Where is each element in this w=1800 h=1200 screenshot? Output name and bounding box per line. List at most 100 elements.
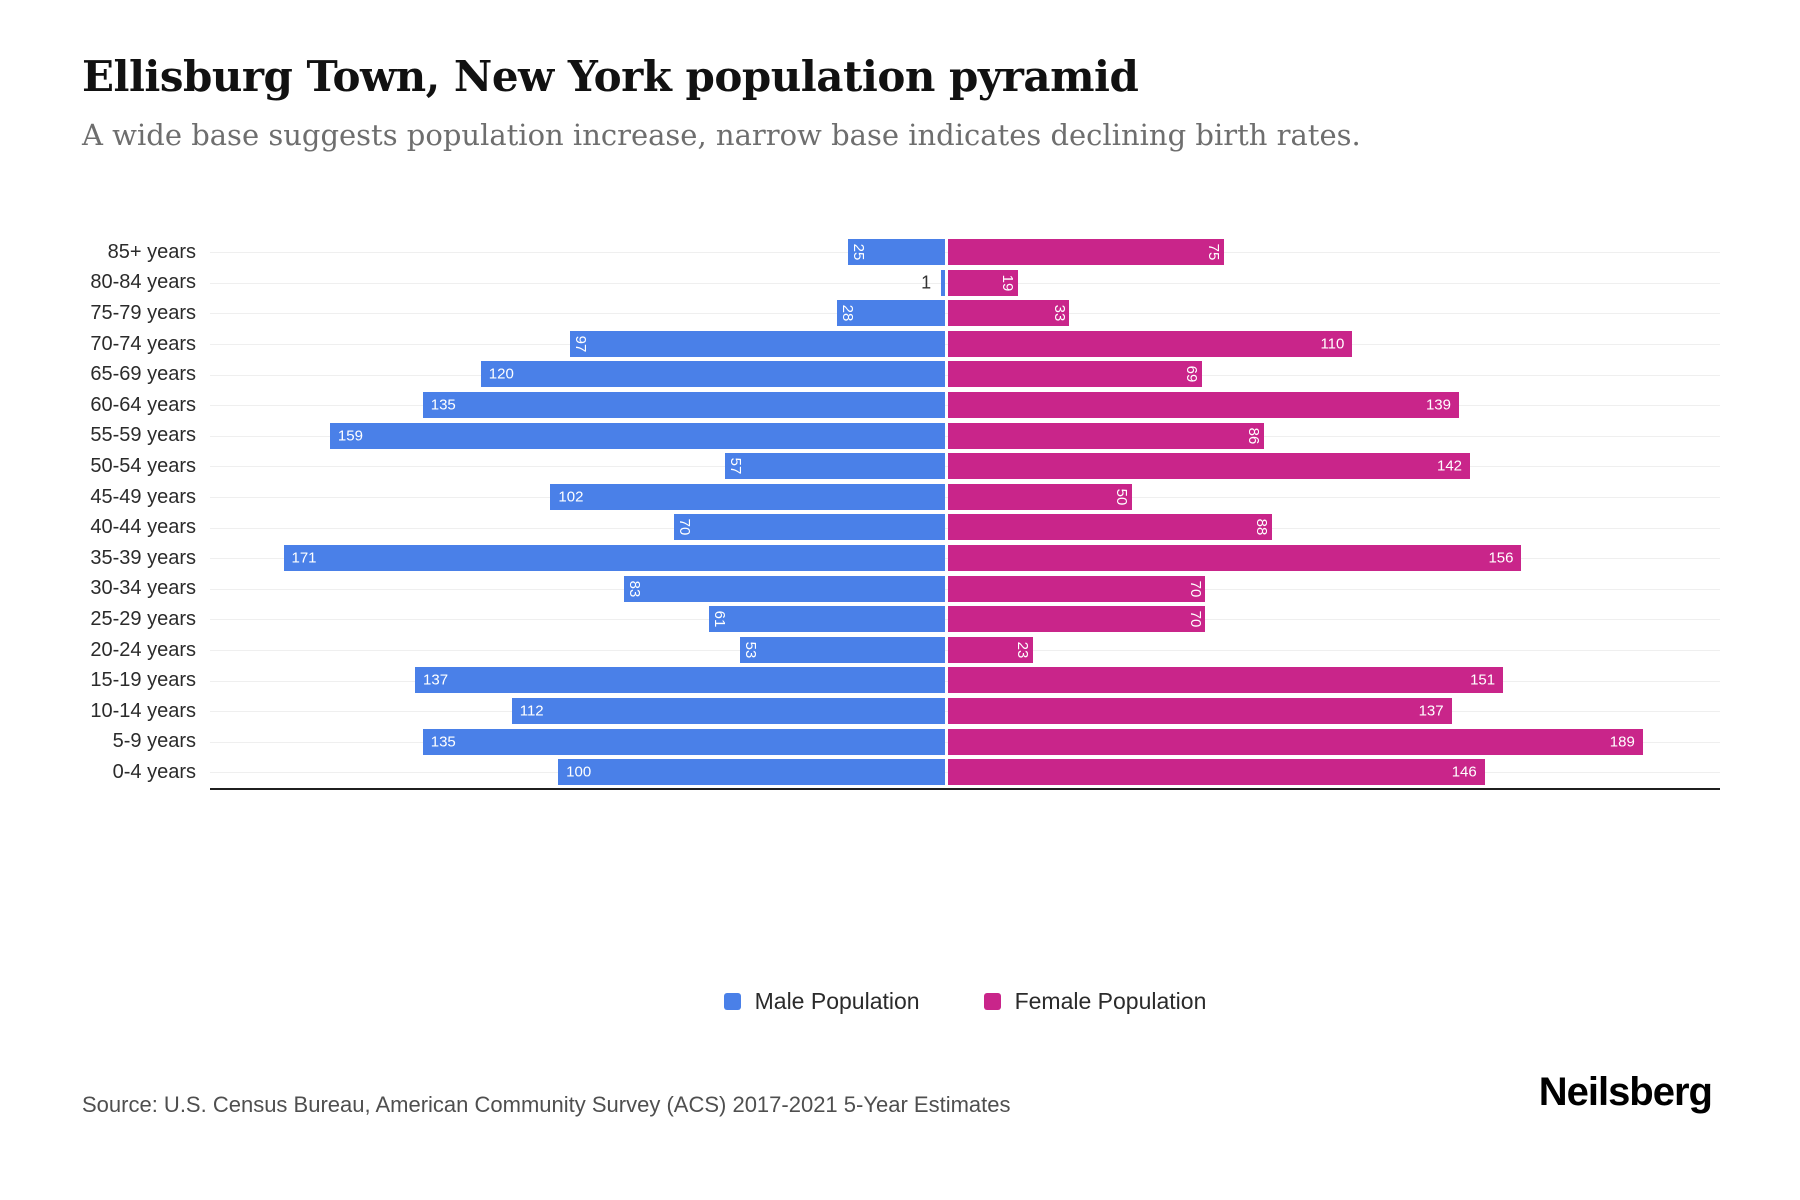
row-track: 112 137 bbox=[210, 696, 1720, 727]
row-track: 61 70 bbox=[210, 604, 1720, 635]
male-legend-swatch-icon bbox=[723, 993, 741, 1010]
female-bar[interactable]: 139 bbox=[948, 391, 1459, 418]
female-value-label: 151 bbox=[1470, 671, 1496, 689]
female-bar[interactable]: 19 bbox=[948, 269, 1018, 296]
female-value-label: 142 bbox=[1436, 457, 1463, 475]
category-label: 35-39 years bbox=[90, 546, 196, 569]
category-label: 65-69 years bbox=[90, 363, 196, 386]
male-bar[interactable] bbox=[941, 269, 945, 296]
category-label: 85+ years bbox=[107, 240, 196, 263]
legend-item-female[interactable]: Female Population bbox=[983, 988, 1206, 1015]
female-bar[interactable]: 23 bbox=[948, 636, 1033, 663]
female-bar[interactable]: 69 bbox=[948, 361, 1202, 388]
legend-item-male[interactable]: Male Population bbox=[723, 988, 920, 1015]
male-value-label: 1 bbox=[921, 272, 932, 293]
male-bar[interactable]: 102 bbox=[550, 483, 945, 510]
row-track: 102 50 bbox=[210, 482, 1720, 513]
category-label: 40-44 years bbox=[90, 516, 196, 539]
female-value-label: 70 bbox=[1186, 580, 1204, 597]
female-bar[interactable]: 156 bbox=[948, 544, 1522, 571]
male-value-label: 159 bbox=[337, 427, 363, 445]
female-bar[interactable]: 88 bbox=[948, 514, 1272, 541]
female-bar[interactable]: 151 bbox=[948, 667, 1504, 694]
category-label: 15-19 years bbox=[90, 669, 196, 692]
female-value-label: 33 bbox=[1050, 304, 1068, 322]
pyramid-row: 15-19 years 137 151 bbox=[0, 665, 1720, 696]
row-track: 137 151 bbox=[210, 665, 1720, 696]
male-value-label: 25 bbox=[850, 243, 868, 261]
row-track: 159 86 bbox=[210, 421, 1720, 452]
male-bar[interactable]: 28 bbox=[836, 300, 945, 327]
pyramid-row: 75-79 years 28 33 bbox=[0, 298, 1720, 329]
male-bar[interactable]: 159 bbox=[329, 422, 945, 449]
category-label: 25-29 years bbox=[90, 607, 196, 630]
female-bar[interactable]: 70 bbox=[948, 606, 1206, 633]
neilsberg-logo: Neilsberg bbox=[1538, 1070, 1713, 1114]
row-track: 97 110 bbox=[210, 329, 1720, 360]
pyramid-row: 30-34 years 83 70 bbox=[0, 574, 1720, 605]
female-value-label: 146 bbox=[1451, 763, 1477, 781]
male-bar[interactable]: 120 bbox=[480, 361, 945, 388]
row-track: 83 70 bbox=[210, 574, 1720, 605]
male-bar[interactable]: 135 bbox=[422, 728, 945, 755]
chart-legend: Male Population Female Population bbox=[210, 988, 1720, 1015]
female-bar[interactable]: 50 bbox=[948, 483, 1132, 510]
category-label: 30-34 years bbox=[90, 577, 196, 600]
female-bar[interactable]: 110 bbox=[948, 330, 1353, 357]
male-bar[interactable]: 83 bbox=[623, 575, 945, 602]
male-value-label: 28 bbox=[838, 304, 856, 322]
female-bar[interactable]: 33 bbox=[948, 300, 1070, 327]
male-value-label: 135 bbox=[430, 396, 456, 414]
chart-title: Ellisburg Town, New York population pyra… bbox=[82, 52, 1139, 101]
male-bar[interactable]: 112 bbox=[511, 697, 945, 724]
category-label: 75-79 years bbox=[90, 301, 196, 324]
male-bar[interactable]: 53 bbox=[739, 636, 945, 663]
female-bar[interactable]: 86 bbox=[948, 422, 1265, 449]
male-value-label: 61 bbox=[710, 610, 728, 628]
female-bar[interactable]: 75 bbox=[948, 239, 1224, 265]
male-value-label: 53 bbox=[741, 641, 759, 659]
row-track: 120 69 bbox=[210, 359, 1720, 390]
male-bar[interactable]: 100 bbox=[558, 759, 945, 786]
female-value-label: 137 bbox=[1418, 702, 1444, 720]
pyramid-row: 5-9 years 135 189 bbox=[0, 727, 1720, 758]
row-track: 57 142 bbox=[210, 451, 1720, 482]
male-bar[interactable]: 171 bbox=[283, 544, 945, 571]
female-bar[interactable]: 146 bbox=[948, 759, 1485, 786]
pyramid-row: 0-4 years 100 146 bbox=[0, 757, 1720, 788]
male-value-label: 135 bbox=[430, 733, 456, 750]
category-label: 0-4 years bbox=[112, 760, 196, 783]
female-bar[interactable]: 70 bbox=[948, 575, 1206, 602]
population-pyramid-chart: 85+ years 25 75 80-84 years 1 19 75-79 years 28… bbox=[0, 237, 1720, 790]
female-value-label: 189 bbox=[1609, 733, 1635, 750]
category-label: 80-84 years bbox=[90, 271, 196, 294]
female-bar[interactable]: 137 bbox=[948, 697, 1452, 724]
male-bar[interactable]: 57 bbox=[724, 453, 945, 480]
chart-subtitle: A wide base suggests population increase… bbox=[82, 118, 1361, 152]
female-bar[interactable]: 142 bbox=[948, 453, 1471, 480]
female-value-label: 139 bbox=[1425, 396, 1451, 414]
female-value-label: 156 bbox=[1488, 549, 1514, 567]
row-track: 171 156 bbox=[210, 543, 1720, 574]
male-bar[interactable]: 137 bbox=[415, 667, 945, 694]
category-label: 60-64 years bbox=[90, 393, 196, 416]
male-bar[interactable]: 97 bbox=[569, 330, 945, 357]
row-track: 135 139 bbox=[210, 390, 1720, 421]
source-attribution: Source: U.S. Census Bureau, American Com… bbox=[82, 1092, 1011, 1117]
male-value-label: 83 bbox=[625, 580, 643, 597]
female-legend-swatch-icon bbox=[983, 993, 1001, 1010]
male-bar[interactable]: 61 bbox=[709, 606, 945, 633]
pyramid-row: 60-64 years 135 139 bbox=[0, 390, 1720, 421]
pyramid-row: 80-84 years 1 19 bbox=[0, 268, 1720, 299]
pyramid-row: 70-74 years 97 110 bbox=[0, 329, 1720, 360]
male-value-label: 97 bbox=[571, 335, 589, 353]
male-bar[interactable]: 25 bbox=[848, 239, 945, 265]
female-bar[interactable]: 189 bbox=[948, 728, 1643, 755]
category-label: 5-9 years bbox=[112, 730, 196, 753]
row-track: 25 75 bbox=[210, 237, 1720, 268]
female-value-label: 69 bbox=[1182, 366, 1200, 383]
male-bar[interactable]: 135 bbox=[422, 391, 945, 418]
male-bar[interactable]: 70 bbox=[674, 514, 945, 541]
male-value-label: 112 bbox=[519, 702, 544, 720]
female-value-label: 50 bbox=[1112, 488, 1130, 506]
